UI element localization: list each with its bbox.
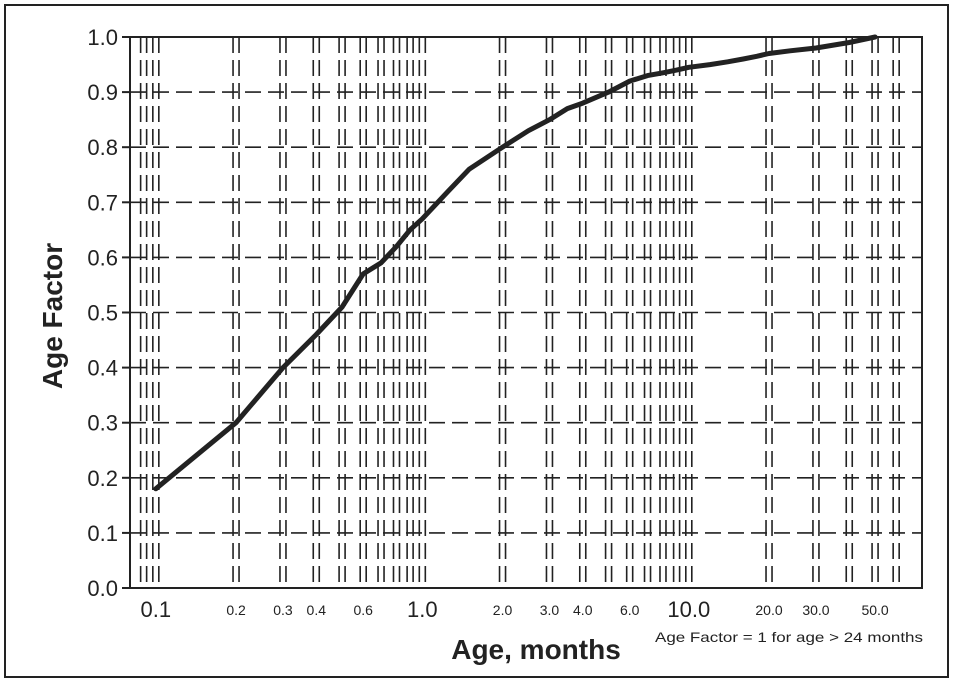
x-tick-labels: 0.1 1.0 10.0 0.2 0.3 0.4 0.6 2.0 3.0 4.0 6.0 20.0 30… <box>141 597 889 622</box>
y-tick-label: 0.4 <box>87 356 118 381</box>
y-tick-label: 1.0 <box>87 25 118 50</box>
x-tick-label-major: 1.0 <box>407 597 438 622</box>
x-tick-label-minor: 20.0 <box>755 602 782 618</box>
y-tick-label: 0.2 <box>87 466 118 491</box>
x-tick-label-minor: 3.0 <box>540 602 560 618</box>
age-factor-curve <box>153 34 878 492</box>
y-tick-labels: 0.0 0.1 0.2 0.3 0.4 0.5 0.6 0.7 0.8 0.9 1.0 <box>87 25 118 601</box>
x-tick-label-minor: 6.0 <box>620 602 640 618</box>
x-tick-label-minor: 2.0 <box>493 602 513 618</box>
x-tick-label-major: 0.1 <box>141 597 172 622</box>
y-tick-label: 0.8 <box>87 135 118 160</box>
plot-area-border <box>129 36 923 589</box>
y-tick-label: 0.0 <box>87 576 118 601</box>
y-tick-label: 0.7 <box>87 190 118 215</box>
y-tick-label: 0.5 <box>87 301 118 326</box>
x-tick-label-major: 10.0 <box>667 597 710 622</box>
x-axis-title: Age, months <box>451 634 621 665</box>
x-tick-label-minor: 0.3 <box>273 602 293 618</box>
y-tick-label: 0.6 <box>87 245 118 270</box>
y-tick-label: 0.1 <box>87 521 118 546</box>
y-axis-title: Age Factor <box>37 243 68 389</box>
x-tick-label-minor: 0.6 <box>353 602 373 618</box>
y-tick-label: 0.3 <box>87 411 118 436</box>
x-tick-label-minor: 0.4 <box>307 602 327 618</box>
x-tick-label-minor: 4.0 <box>573 602 593 618</box>
x-tick-label-minor: 0.2 <box>226 602 246 618</box>
age-factor-note: Age Factor = 1 for age > 24 months <box>655 629 923 645</box>
y-tick-label: 0.9 <box>87 80 118 105</box>
grid-layer <box>122 36 922 589</box>
x-tick-label-minor: 30.0 <box>802 602 829 618</box>
x-tick-label-minor: 50.0 <box>861 602 888 618</box>
chart-frame <box>4 4 949 678</box>
